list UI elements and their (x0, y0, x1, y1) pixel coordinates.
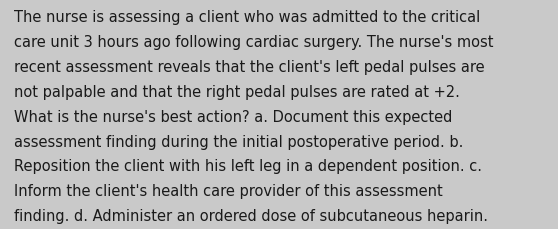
Text: care unit 3 hours ago following cardiac surgery. The nurse's most: care unit 3 hours ago following cardiac … (14, 35, 493, 50)
Text: finding. d. Administer an ordered dose of subcutaneous heparin.: finding. d. Administer an ordered dose o… (14, 208, 488, 223)
Text: What is the nurse's best action? a. Document this expected: What is the nurse's best action? a. Docu… (14, 109, 453, 124)
Text: recent assessment reveals that the client's left pedal pulses are: recent assessment reveals that the clien… (14, 60, 484, 75)
Text: The nurse is assessing a client who was admitted to the critical: The nurse is assessing a client who was … (14, 10, 480, 25)
Text: assessment finding during the initial postoperative period. b.: assessment finding during the initial po… (14, 134, 463, 149)
Text: Inform the client's health care provider of this assessment: Inform the client's health care provider… (14, 183, 442, 198)
Text: not palpable and that the right pedal pulses are rated at +2.: not palpable and that the right pedal pu… (14, 85, 460, 99)
Text: Reposition the client with his left leg in a dependent position. c.: Reposition the client with his left leg … (14, 159, 482, 174)
